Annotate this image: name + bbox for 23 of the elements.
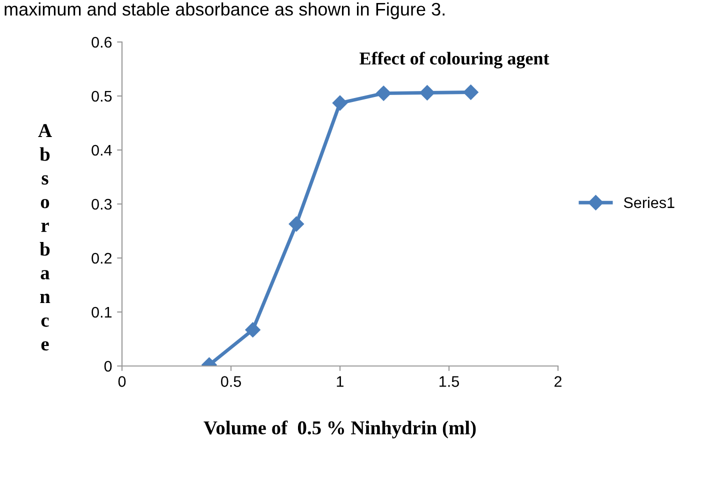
point — [420, 85, 435, 100]
x-tick-label: 1.5 — [440, 376, 459, 387]
y-tick-label: 0.1 — [92, 306, 112, 318]
y-tick-label: 0 — [104, 360, 112, 372]
text: Effect of colouring agent — [360, 52, 550, 68]
text: maximum and stable absorbance as shown in Figure 3. — [4, 2, 444, 20]
point — [332, 95, 348, 111]
y-tick-label: 0.5 — [92, 90, 112, 102]
x-tick-label: 0 — [118, 376, 126, 387]
point — [245, 322, 260, 338]
point — [376, 86, 392, 101]
y-tick-label: 0.2 — [92, 252, 112, 264]
y-tick-label: 0.4 — [92, 144, 112, 156]
y-tick-label: 0.3 — [92, 198, 112, 210]
x-tick-label: 2 — [554, 376, 562, 387]
x-axis-title: Volume of 0.5 % Ninhydrin (ml) — [204, 420, 476, 438]
x-tick-label: 0.5 — [220, 376, 241, 387]
legend-label: Series1 — [624, 196, 674, 208]
text: Absorbance — [38, 124, 52, 351]
y-tick-label: 0.6 — [92, 36, 112, 48]
point — [288, 216, 304, 232]
point — [463, 84, 478, 100]
x-tick-label: 1 — [336, 376, 344, 387]
